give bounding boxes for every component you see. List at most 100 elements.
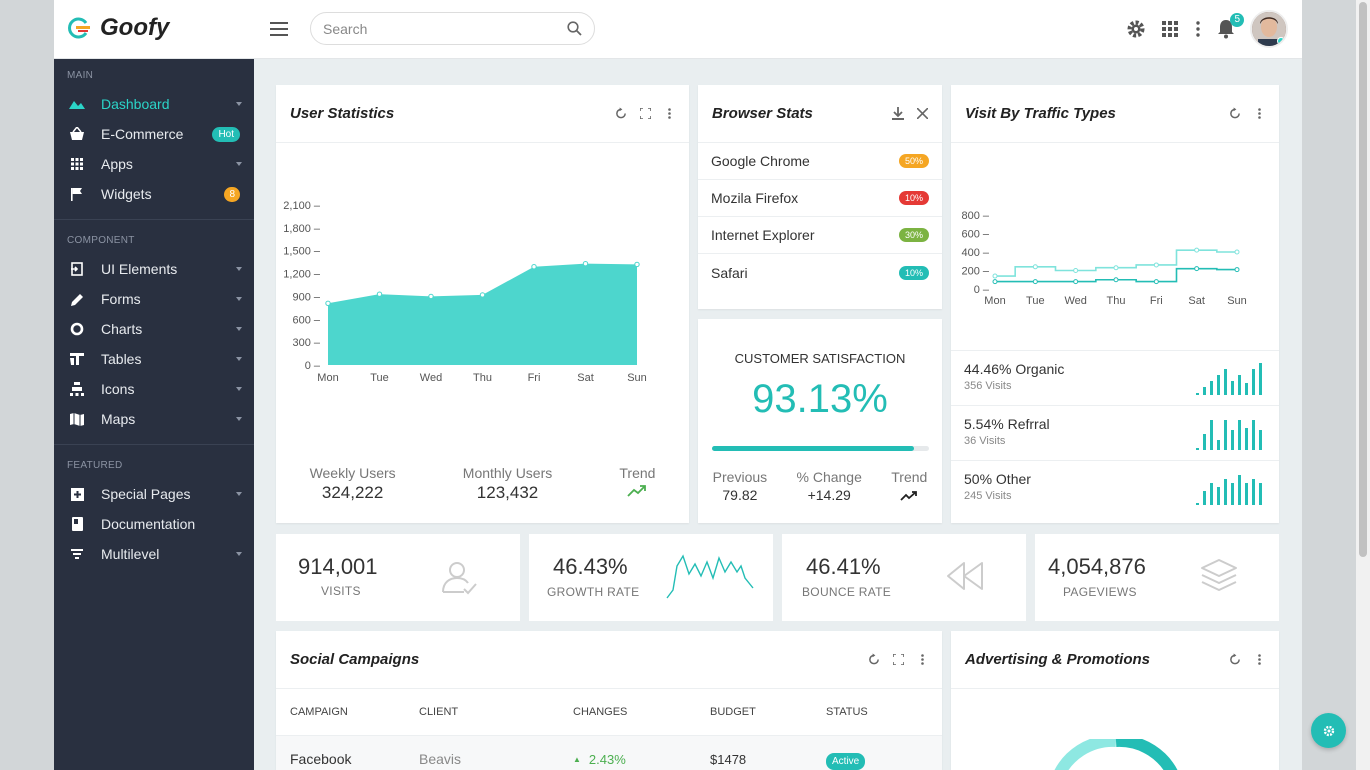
list-item[interactable]: Google Chrome 50% (698, 143, 942, 180)
chevron-down-icon (236, 417, 242, 421)
refresh-icon[interactable] (1229, 653, 1241, 667)
top-bar: Goofy 5 (54, 0, 1302, 59)
sidebar-item-dashboard[interactable]: Dashboard (54, 89, 254, 119)
campaigns-table: CAMPAIGN CLIENT CHANGES BUDGET STATUS Fa… (276, 689, 942, 770)
sidebar-item-label: Dashboard (101, 96, 170, 112)
y-tick-label: 2,100 – (283, 200, 321, 212)
book-icon (67, 517, 87, 531)
menu-toggle-icon[interactable] (270, 22, 288, 36)
browser-name: Google Chrome (711, 153, 810, 169)
card-title: Advertising & Promotions (965, 651, 1151, 668)
sidebar-item-ecommerce[interactable]: E-Commerce Hot (54, 119, 254, 149)
chevron-down-icon (236, 387, 242, 391)
data-point (1234, 249, 1240, 255)
search-icon[interactable] (567, 21, 582, 36)
basket-icon (67, 127, 87, 141)
more-vertical-icon[interactable] (1253, 107, 1265, 121)
sidebar-item-maps[interactable]: Maps (54, 404, 254, 434)
kpi-label: VISITS (321, 584, 361, 598)
sidebar-item-special-pages[interactable]: Special Pages (54, 479, 254, 509)
refresh-icon[interactable] (615, 107, 627, 121)
data-point (1194, 266, 1200, 272)
y-tick-label: 1,200 – (283, 269, 321, 281)
card-tools (892, 107, 928, 121)
chevron-down-icon (236, 267, 242, 271)
data-point (1073, 279, 1079, 285)
list-item[interactable]: Mozila Firefox 10% (698, 180, 942, 217)
sidebar-item-forms[interactable]: Forms (54, 284, 254, 314)
list-item[interactable]: Internet Explorer 30% (698, 217, 942, 254)
sidebar-item-ui-elements[interactable]: UI Elements (54, 254, 254, 284)
x-tick-label: Fri (528, 372, 541, 384)
kpi-value: 4,054,876 (1048, 554, 1146, 579)
y-tick-label: 400 – (961, 247, 989, 259)
browser-stats-card: Browser Stats Google Chrome 50% Mozila Fi… (698, 85, 942, 309)
data-point (1153, 279, 1159, 285)
kpi-value: 46.41% (806, 554, 881, 579)
x-tick-label: Wed (420, 372, 442, 384)
sidebar-item-documentation[interactable]: Documentation (54, 509, 254, 539)
gear-icon[interactable] (1126, 19, 1146, 39)
page-scrollbar[interactable] (1356, 0, 1370, 770)
search-input[interactable] (323, 20, 567, 37)
pencil-icon (67, 293, 87, 306)
mini-bar-chart (1196, 416, 1262, 450)
satisfaction-value: 93.13% (752, 377, 888, 421)
card-tools (615, 107, 675, 121)
traffic-title: 50% Other (964, 471, 1031, 487)
apps-grid-icon[interactable] (1160, 19, 1180, 39)
kpi-label: BOUNCE RATE (802, 585, 892, 599)
data-point (1153, 262, 1159, 268)
list-item[interactable]: Safari 10% (698, 254, 942, 291)
fullscreen-icon[interactable] (892, 653, 904, 667)
close-icon[interactable] (916, 107, 928, 121)
more-vertical-icon[interactable] (916, 653, 928, 667)
sidebar-item-icons[interactable]: Icons (54, 374, 254, 404)
settings-fab-button[interactable] (1311, 713, 1346, 748)
more-vertical-icon[interactable] (1253, 653, 1265, 667)
sidebar-item-apps[interactable]: Apps (54, 149, 254, 179)
satisfaction-title: CUSTOMER SATISFACTION (734, 351, 906, 366)
sidebar-item-widgets[interactable]: Widgets 8 (54, 179, 254, 209)
hot-badge: Hot (212, 127, 240, 142)
sidebar-item-charts[interactable]: Charts (54, 314, 254, 344)
chevron-down-icon (236, 297, 242, 301)
card-tools (1229, 653, 1265, 667)
previous-stat: Previous 79.82 (713, 469, 767, 507)
trend-stat: Trend (619, 465, 655, 503)
table-row[interactable]: Facebook Beavis ▲ 2.43% $1478 Active (276, 735, 942, 770)
online-status-dot (1277, 37, 1285, 45)
grid-icon (67, 158, 87, 170)
more-vertical-icon[interactable] (663, 107, 675, 121)
download-icon[interactable] (892, 107, 904, 121)
y-tick-label: 600 – (961, 229, 989, 241)
logo[interactable]: Goofy (66, 14, 169, 42)
percent-badge: 10% (898, 191, 929, 205)
scrollbar-thumb[interactable] (1359, 2, 1367, 557)
user-check-icon (442, 562, 477, 595)
sidebar-item-label: Multilevel (101, 546, 160, 562)
sidebar-item-multilevel[interactable]: Multilevel (54, 539, 254, 569)
sidebar-item-tables[interactable]: Tables (54, 344, 254, 374)
y-tick-label: 1,500 – (283, 246, 321, 258)
kpi-growth-card: 46.43% GROWTH RATE (529, 534, 773, 621)
bell-icon[interactable]: 5 (1216, 13, 1244, 39)
y-tick-label: 1,800 – (283, 223, 321, 235)
more-vertical-icon[interactable] (1194, 19, 1202, 39)
data-point (325, 300, 331, 306)
budget-cell: $1478 (710, 751, 747, 767)
change-cell: ▲ 2.43% (573, 735, 710, 770)
dashboard-icon (67, 99, 87, 109)
avatar[interactable] (1250, 10, 1288, 48)
data-point (1234, 267, 1240, 273)
card-title: Browser Stats (712, 105, 813, 122)
stat-label: % Change (796, 469, 862, 485)
percent-badge: 10% (898, 265, 929, 280)
refresh-icon[interactable] (1229, 107, 1241, 121)
fullscreen-icon[interactable] (639, 107, 651, 121)
top-actions: 5 (1126, 10, 1288, 48)
x-tick-label: Wed (1064, 295, 1086, 307)
refresh-icon[interactable] (868, 653, 880, 667)
line-series (995, 267, 1237, 283)
data-point (992, 273, 998, 279)
